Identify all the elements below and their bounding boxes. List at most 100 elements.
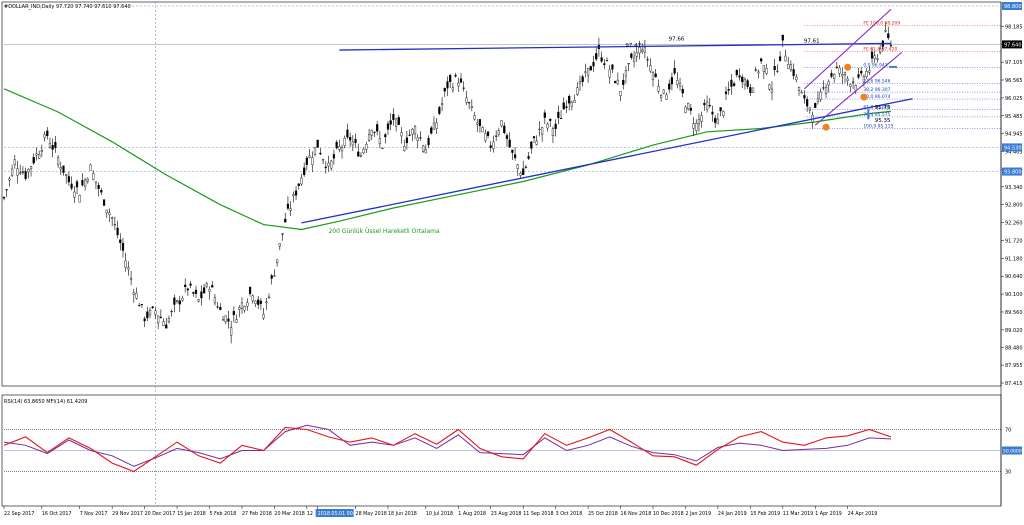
price-tick-label: 98.185 <box>1005 24 1023 30</box>
candle-body <box>478 119 482 127</box>
candle-body <box>603 63 606 65</box>
candle-body <box>714 117 717 123</box>
candle-body <box>530 141 533 149</box>
candle-body <box>500 120 503 127</box>
price-highlight-box <box>1002 2 1022 10</box>
candle-body <box>849 84 852 87</box>
candle-body <box>562 102 565 110</box>
candle-body <box>765 68 768 74</box>
candle-body <box>841 74 844 77</box>
time-tick-label: 16 Oct 2017 <box>42 511 72 517</box>
candle-body <box>692 123 695 129</box>
candle-body <box>724 91 728 95</box>
price-highlight-label: 93.800 <box>1004 170 1022 176</box>
fib-label: FE 61,8 97.420 <box>863 47 897 53</box>
candle-body <box>94 181 98 184</box>
candle-body <box>119 239 122 243</box>
candle-body <box>730 79 733 87</box>
candle-body <box>600 57 603 62</box>
candle-body <box>760 58 763 62</box>
candle-body <box>365 143 368 150</box>
fibonacci-levels[interactable]: FE 100,0 98.209 FE 61,8 97.420 0,0 96.943 2… <box>804 21 1001 130</box>
candle-body <box>857 74 860 78</box>
candle-body <box>413 126 417 135</box>
candle-body <box>741 76 744 83</box>
candle-body <box>403 146 406 151</box>
candle-body <box>157 315 160 324</box>
candle-body <box>86 178 89 182</box>
candle-body <box>300 177 303 185</box>
candle-body <box>162 321 165 327</box>
price-tick-label: 90.100 <box>1005 292 1023 298</box>
rsi-header: RSI(14) 63.8650 MFI(14) 61.4209 <box>4 399 87 405</box>
candle-body <box>273 275 276 277</box>
candle-body <box>440 103 444 106</box>
candle-body <box>697 119 701 125</box>
time-tick-label: 11 Sep 2018 <box>523 511 553 517</box>
candle-body <box>657 86 660 92</box>
candle-body <box>470 106 473 108</box>
annotations: 97.47 97.66 97.61 95.75 95.35 <box>625 37 891 131</box>
candle-body <box>635 52 638 57</box>
candle-body <box>757 71 760 74</box>
candle-body <box>492 141 495 149</box>
time-tick-label: 1 Aug 2018 <box>458 511 486 517</box>
candle-body <box>35 153 38 156</box>
candle-body <box>262 314 265 319</box>
price-highlight-box <box>1002 143 1022 152</box>
candle-body <box>768 84 771 90</box>
candle-body <box>70 183 73 189</box>
candle-body <box>392 114 395 120</box>
candle-body <box>111 217 114 219</box>
candle-body <box>167 318 171 322</box>
trendlines[interactable] <box>301 8 913 224</box>
candle-body <box>716 118 719 125</box>
candle-body <box>154 310 157 315</box>
candle-body <box>722 111 725 116</box>
candle-body <box>689 107 692 111</box>
candle-body <box>751 87 755 93</box>
price-tick-label: 94.405 <box>1005 150 1023 156</box>
candle-body <box>846 78 849 81</box>
candle-body <box>551 128 555 137</box>
candle-body <box>321 159 325 161</box>
candle-body <box>687 103 690 110</box>
candle-body <box>108 212 111 215</box>
candle-body <box>422 145 425 152</box>
candle-body <box>140 304 144 306</box>
candle-body <box>349 137 352 141</box>
candle-body <box>519 172 522 176</box>
candle-body <box>503 125 506 134</box>
time-tick-label: 24 Apr 2019 <box>848 511 878 517</box>
candle-body <box>197 299 200 302</box>
candle-body <box>884 30 887 32</box>
candle-body <box>662 89 665 94</box>
candle-body <box>346 129 349 138</box>
candle-body <box>227 318 230 322</box>
candle-body <box>543 112 546 118</box>
candle-body <box>711 111 714 115</box>
candle-body <box>54 142 57 148</box>
price-tick-label: 94.945 <box>1005 132 1023 138</box>
rsi-level-label: 30 <box>1005 470 1011 476</box>
candle-body <box>733 83 736 86</box>
candle-body <box>527 156 530 159</box>
price-tick-label: 92.800 <box>1005 203 1023 209</box>
time-tick-label: 28 May 2018 <box>356 511 387 517</box>
candle-body <box>5 189 8 191</box>
fib-label: 23,6 96.546 <box>863 78 890 84</box>
time-tick-label: 10 Dec 2018 <box>653 511 684 517</box>
candle-body <box>554 123 557 129</box>
price-highlight-label: 97.640 <box>1004 42 1022 48</box>
candle-body <box>887 33 890 39</box>
rsi-level-label: 50.0000 <box>1003 449 1022 455</box>
time-tick-label: 18 Jun 2018 <box>388 511 417 517</box>
candle-body <box>289 208 292 211</box>
candle-body <box>622 80 625 85</box>
candle-body <box>468 102 471 104</box>
candle-body <box>186 288 189 291</box>
candle-body <box>416 137 419 141</box>
candle-body <box>473 115 476 120</box>
